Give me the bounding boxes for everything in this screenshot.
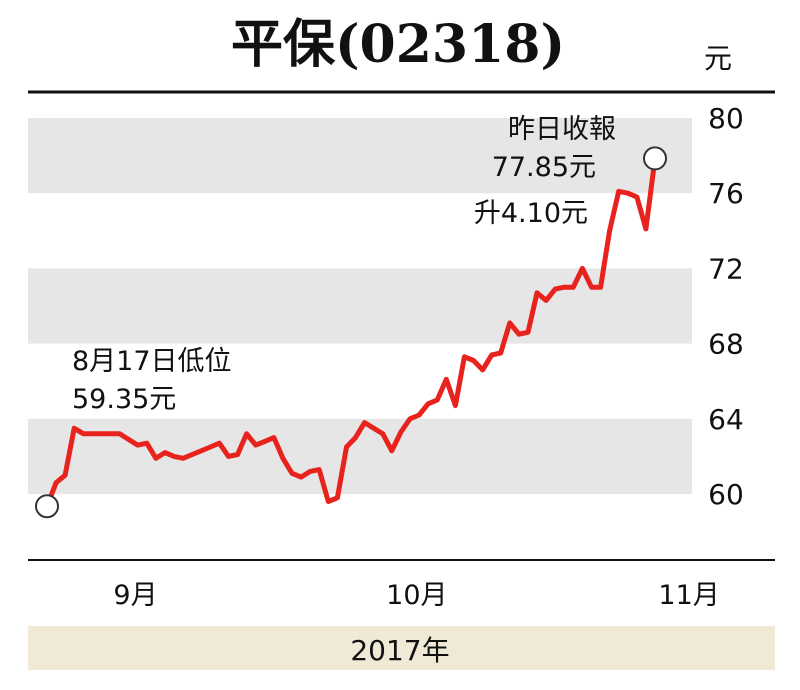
x-tick-label: 10月 [386, 580, 447, 611]
background-bands [28, 118, 692, 494]
close-annotation-value: 77.85元 [492, 152, 596, 183]
x-tick-label: 9月 [113, 580, 157, 611]
y-tick-label: 60 [708, 478, 744, 511]
low-annotation-label: 8月17日低位 [72, 346, 232, 377]
close-annotation-change: 升4.10元 [474, 198, 588, 229]
close-point-marker [643, 146, 667, 171]
unit-label: 元 [704, 42, 732, 75]
grid-band [28, 118, 692, 194]
year-band [28, 626, 775, 670]
y-tick-label: 76 [708, 177, 744, 210]
year-label: 2017年 [350, 634, 449, 667]
y-tick-label: 80 [708, 102, 744, 135]
y-tick-label: 72 [708, 252, 744, 285]
y-tick-label: 64 [708, 403, 744, 436]
x-tick-label: 11月 [658, 580, 719, 611]
grid-band [28, 268, 692, 344]
low-point-marker [35, 494, 59, 519]
price-line [44, 155, 658, 509]
y-tick-label: 68 [708, 328, 744, 361]
close-annotation-label: 昨日收報 [508, 114, 616, 145]
y-axis-ticks: 80 76 72 68 64 60 [708, 102, 744, 511]
low-annotation-value: 59.35元 [72, 384, 176, 415]
chart-title: 平保(02318) [231, 14, 565, 75]
x-axis-ticks: 9月 10月 11月 [113, 580, 719, 611]
